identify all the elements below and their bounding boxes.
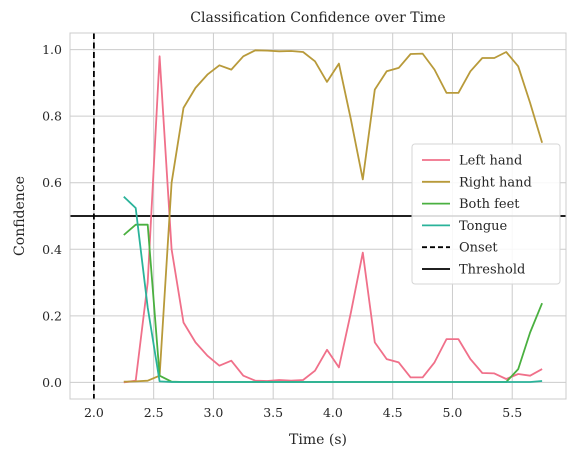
legend-box [411, 143, 561, 285]
x-tick-label: 4.0 [323, 405, 343, 420]
x-axis-label: Time (s) [289, 432, 347, 448]
legend-label: Right hand [459, 175, 532, 190]
y-tick-label: 0.8 [42, 109, 62, 124]
y-tick-label: 1.0 [42, 42, 62, 57]
x-tick-label: 4.5 [383, 405, 403, 420]
x-tick-label: 2.0 [84, 405, 104, 420]
tick-labels: 2.0 2.5 3.0 3.5 4.0 4.5 5.0 5.5 0.0 0.2 0.4 0.6 0.8 1… [42, 42, 522, 420]
y-tick-label: 0.4 [42, 242, 62, 257]
series-lines [123, 49, 543, 384]
x-tick-label: 2.5 [144, 405, 164, 420]
x-tick-label: 5.0 [443, 405, 463, 420]
legend: Left hand Right hand Both feet Tongue Onset T… [411, 143, 561, 285]
series-line-right-hand [123, 49, 543, 383]
series-line-tongue [123, 196, 543, 383]
series-line-left-hand [123, 55, 543, 384]
legend-label: Onset [459, 241, 498, 256]
x-tick-label: 5.5 [502, 405, 522, 420]
x-tick-label: 3.5 [263, 405, 283, 420]
plot-frame [69, 32, 567, 400]
y-axis-label: Confidence [12, 176, 28, 256]
legend-label: Both feet [459, 197, 520, 212]
legend-label: Threshold [459, 263, 525, 278]
y-tick-label: 0.2 [42, 308, 62, 323]
legend-label: Left hand [459, 154, 522, 169]
y-tick-label: 0.6 [42, 175, 62, 190]
chart-title: Classification Confidence over Time [190, 10, 445, 26]
y-tick-label: 0.0 [42, 375, 62, 390]
x-tick-label: 3.0 [203, 405, 223, 420]
legend-label: Tongue [459, 219, 508, 234]
